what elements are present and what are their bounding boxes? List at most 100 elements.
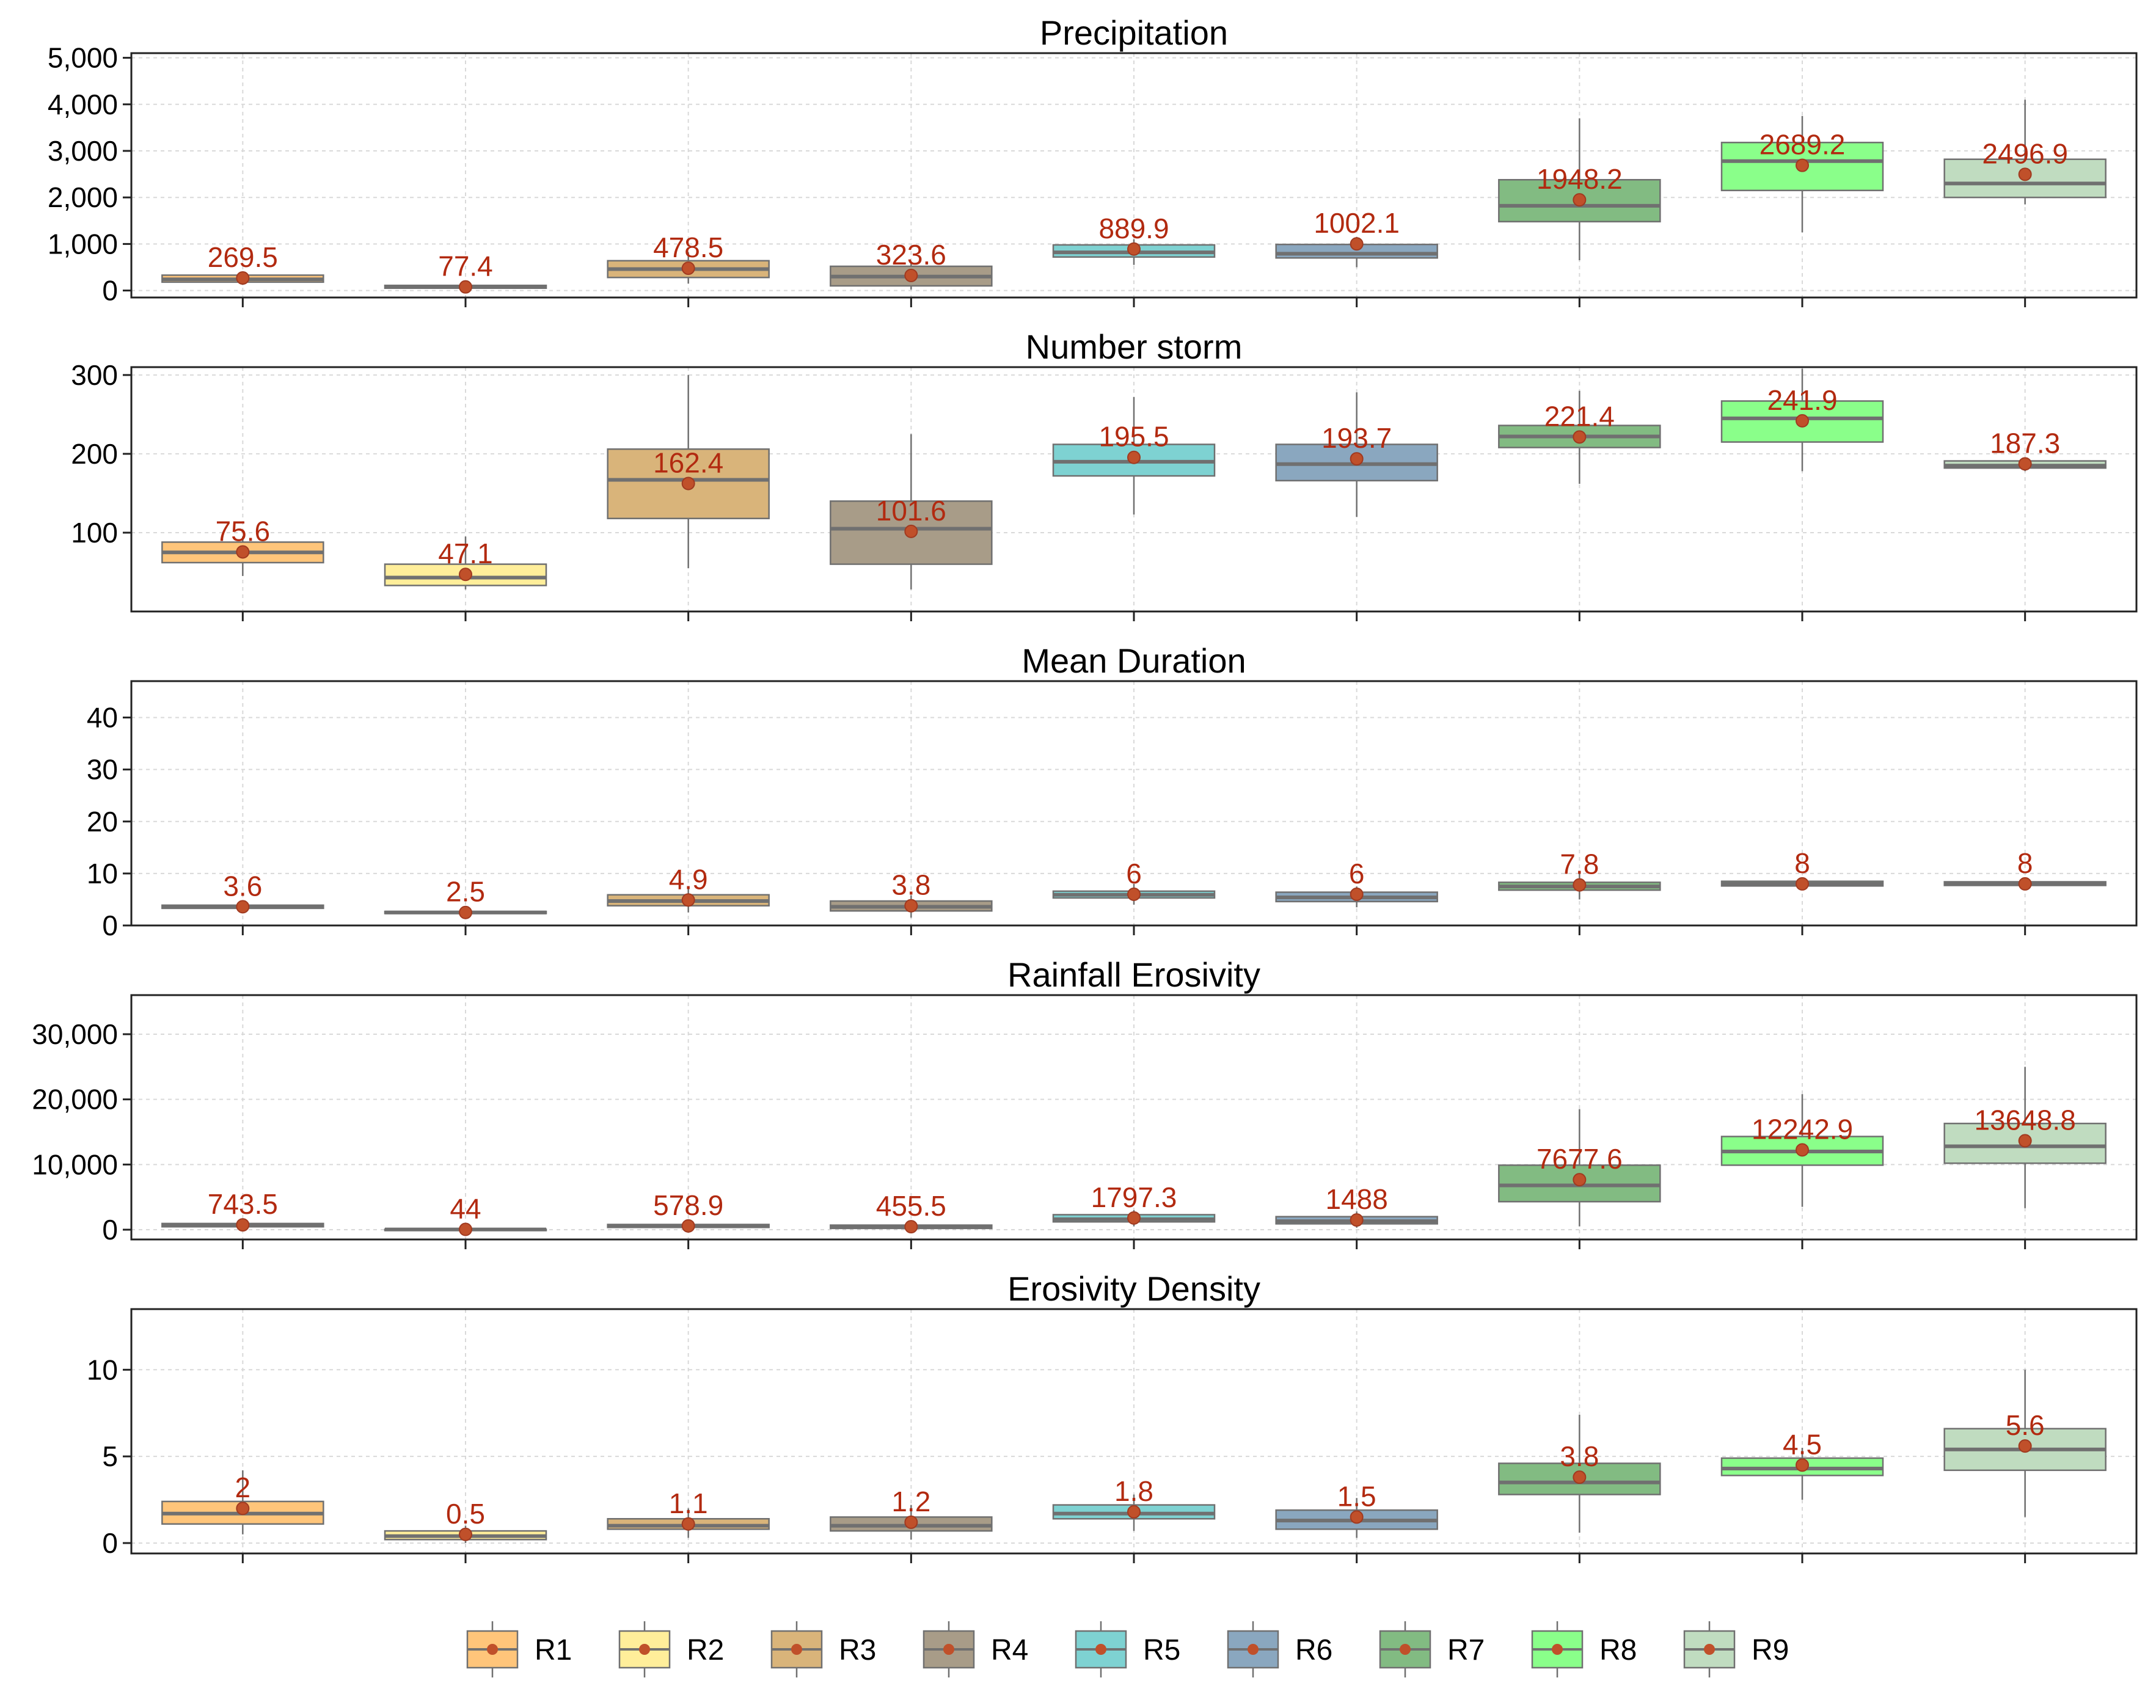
mean-point [681, 893, 695, 907]
y-tick-label: 0 [102, 1527, 118, 1559]
box-R6: 1002.1 [1275, 207, 1438, 268]
box-R9: 8 [1943, 847, 2107, 891]
mean-label: 2689.2 [1760, 129, 1846, 161]
y-tick-label: 300 [71, 359, 118, 391]
mean-point [236, 545, 250, 559]
y-tick-label: 1,000 [48, 228, 118, 260]
box-R1: 75.6 [161, 515, 324, 576]
legend-label: R5 [1143, 1634, 1180, 1666]
mean-point [2018, 167, 2032, 181]
panel-title: Mean Duration [1021, 641, 1246, 680]
mean-label: 4.5 [1783, 1428, 1822, 1460]
box-R3: 4.9 [607, 863, 770, 913]
box-R8: 8 [1720, 847, 1884, 891]
mean-label: 478.5 [653, 232, 723, 263]
mean-label: 1.8 [1114, 1475, 1153, 1507]
y-tick-label: 4,000 [48, 89, 118, 120]
mean-point [1350, 1510, 1364, 1524]
mean-label: 1948.2 [1537, 163, 1623, 195]
legend-label: R8 [1599, 1634, 1637, 1666]
mean-label: 1.1 [669, 1487, 708, 1519]
y-tick-label: 10,000 [32, 1148, 118, 1180]
mean-point [1127, 450, 1141, 464]
mean-label: 162.4 [653, 447, 723, 478]
mean-point [236, 1502, 250, 1516]
mean-label: 4.9 [669, 863, 708, 895]
legend-item-R6: R6 [1227, 1621, 1332, 1677]
mean-label: 6 [1349, 858, 1365, 889]
legend-key-mean [1095, 1644, 1106, 1655]
mean-point [1127, 1211, 1141, 1225]
box-R7: 3.8 [1498, 1415, 1661, 1533]
mean-label: 187.3 [1990, 427, 2060, 459]
y-tick-label: 0 [102, 1214, 118, 1246]
box-R2: 47.1 [384, 536, 547, 589]
panel-2: Number storm 100 200 300 75.6 47.1 162.4 101.6 1… [71, 327, 2138, 621]
legend-key-mean [1248, 1644, 1259, 1655]
mean-point [459, 905, 472, 919]
y-tick-label: 5,000 [48, 42, 118, 74]
legend-item-R4: R4 [923, 1621, 1028, 1677]
box-R3: 578.9 [607, 1189, 770, 1233]
box-R5: 1.8 [1052, 1475, 1216, 1531]
box-R2: 2.5 [384, 876, 547, 919]
mean-point [1573, 1470, 1587, 1484]
box-R4: 323.6 [830, 239, 993, 290]
box-R4: 3.8 [830, 869, 993, 918]
mean-point [236, 1218, 250, 1232]
panel-title: Erosivity Density [1007, 1269, 1260, 1308]
mean-label: 6 [1126, 858, 1142, 889]
mean-point [236, 271, 250, 285]
y-tick-label: 3,000 [48, 135, 118, 167]
mean-point [2018, 457, 2032, 471]
mean-label: 0.5 [446, 1498, 485, 1530]
panel-frame [130, 52, 2138, 299]
y-tick-label: 40 [87, 702, 118, 734]
box-R5: 1797.3 [1052, 1181, 1216, 1227]
y-tick-label: 5 [102, 1440, 118, 1472]
panel-4: Rainfall Erosivity 0 10,000 20,000 30,000 743… [32, 955, 2138, 1249]
mean-label: 44 [450, 1193, 481, 1225]
mean-point [2018, 1134, 2032, 1148]
legend-key-mean [943, 1644, 954, 1655]
legend-key-mean [487, 1644, 498, 1655]
box-R5: 6 [1052, 858, 1216, 905]
mean-point [681, 261, 695, 276]
box-R9: 5.6 [1943, 1370, 2107, 1517]
mean-point [1573, 878, 1587, 892]
mean-point [236, 900, 250, 914]
box-R1: 743.5 [161, 1188, 324, 1232]
mean-label: 8 [1794, 847, 1810, 879]
box-R6: 6 [1275, 858, 1438, 908]
mean-point [1350, 237, 1364, 251]
legend-label: R2 [687, 1634, 724, 1666]
mean-point [681, 1219, 695, 1233]
mean-point [459, 1527, 472, 1541]
mean-label: 1488 [1325, 1183, 1387, 1215]
panel-title: Precipitation [1040, 13, 1228, 52]
box-R1: 269.5 [161, 241, 324, 285]
mean-point [2018, 877, 2032, 891]
mean-label: 1.5 [1337, 1480, 1376, 1512]
y-tick-label: 0 [102, 275, 118, 307]
mean-point [2018, 1439, 2032, 1453]
mean-label: 5.6 [2006, 1409, 2045, 1441]
mean-label: 3.8 [1560, 1440, 1599, 1472]
panel-frame [130, 994, 2138, 1241]
mean-label: 8 [2017, 847, 2033, 879]
panel-title: Rainfall Erosivity [1007, 955, 1260, 994]
mean-point [1796, 414, 1809, 428]
panel-title: Number storm [1026, 327, 1243, 366]
box-R4: 1.2 [830, 1486, 993, 1540]
box-R2: 44 [384, 1193, 547, 1236]
box-R9: 13648.8 [1943, 1067, 2107, 1208]
legend: R1 R2 R3 R4 R5 R6 R7 R8 R9 [466, 1621, 1789, 1677]
box-R1: 3.6 [161, 870, 324, 914]
mean-label: 2 [235, 1472, 251, 1503]
mean-label: 1002.1 [1314, 207, 1400, 239]
panel-frame [130, 366, 2138, 613]
box-R8: 12242.9 [1720, 1094, 1884, 1207]
mean-point [904, 268, 918, 282]
legend-item-R7: R7 [1379, 1621, 1485, 1677]
